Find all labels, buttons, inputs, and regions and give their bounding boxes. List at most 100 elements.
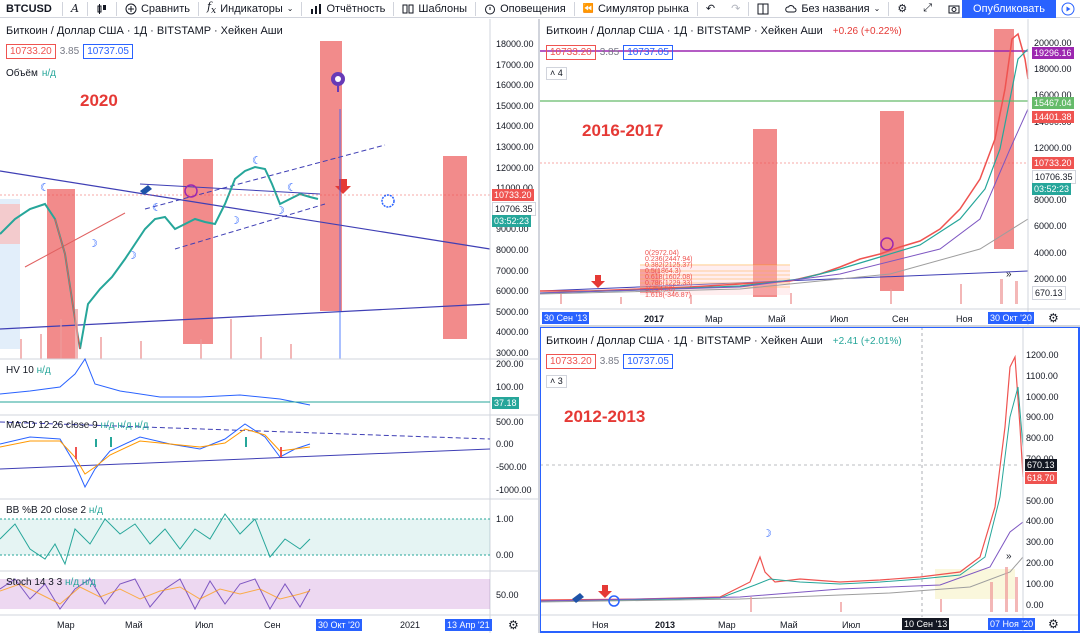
hv-value-tag: 37.18 bbox=[492, 397, 519, 409]
publish-button[interactable]: Опубликовать bbox=[962, 0, 1056, 18]
price-axis-label: 12000.00 bbox=[1034, 142, 1072, 153]
function-icon: fx bbox=[206, 0, 217, 17]
time-label: Мар bbox=[705, 314, 723, 324]
macd-axis-500: 500.00 bbox=[496, 417, 524, 427]
interval-button[interactable]: A bbox=[63, 0, 87, 18]
price-axis-label: 16000.00 bbox=[496, 80, 534, 91]
left-chart-canvas[interactable]: ☾ ☽ ☽ ☾ ☽ ☾ ☾ ☽ bbox=[0, 19, 538, 633]
down-arrow-icon bbox=[591, 275, 605, 288]
svg-text:☽: ☽ bbox=[275, 205, 285, 217]
collapse-indicators[interactable]: ˄ 4 bbox=[546, 67, 567, 80]
layout-name-button[interactable]: Без названия ⌄ bbox=[777, 0, 888, 18]
pane-divider-vertical[interactable] bbox=[538, 19, 540, 633]
price-axis-label: 100.00 bbox=[1026, 578, 1054, 589]
highlight-column bbox=[320, 41, 342, 311]
change-value: +0.26 (+0.22%) bbox=[832, 25, 902, 37]
price-axis-label: 15000.00 bbox=[496, 100, 534, 111]
bb-axis-1: 1.00 bbox=[496, 514, 514, 524]
pane-divider-horizontal[interactable] bbox=[540, 325, 1080, 327]
fib-level-label: 0.5(1864.3) bbox=[645, 268, 681, 275]
time-label: 2017 bbox=[644, 314, 665, 324]
chevron-up-icon: ˄ bbox=[550, 68, 556, 78]
gear-icon: ⚙ bbox=[1048, 311, 1059, 325]
indicators-button[interactable]: fx Индикаторы ⌄ bbox=[199, 0, 301, 18]
hv-axis-100: 100.00 bbox=[496, 382, 524, 392]
right-bottom-chart-pane[interactable]: ☽ » Биткоин / Доллар США · 1Д · BITSTAMP… bbox=[540, 327, 1080, 633]
buy-price[interactable]: 10737.05 bbox=[83, 44, 133, 59]
chart-type-button[interactable] bbox=[88, 0, 116, 18]
price-axis-label: 800.00 bbox=[1026, 433, 1054, 444]
settings-button[interactable]: ⚙ bbox=[889, 0, 915, 18]
right-top-chart-canvas[interactable]: » bbox=[540, 19, 1080, 325]
svg-text:☾: ☾ bbox=[252, 155, 262, 167]
volume-value: н/д bbox=[41, 68, 57, 79]
alarm-clock-icon bbox=[485, 4, 496, 14]
stoch-axis-50: 50.00 bbox=[496, 590, 519, 600]
undo-button[interactable]: ↶ bbox=[698, 0, 723, 18]
highlight-column bbox=[880, 111, 904, 291]
current-price-tag: 10733.20 bbox=[492, 189, 534, 201]
price-axis-label: 6000.00 bbox=[1034, 221, 1067, 232]
symbol-search[interactable]: BTCUSD bbox=[6, 2, 52, 15]
candles-icon bbox=[97, 3, 106, 14]
top-toolbar: BTCUSD A Сравнить fx Индикаторы ⌄ Отчётн… bbox=[0, 0, 1080, 18]
plus-circle-icon bbox=[125, 3, 137, 14]
time-cursor-tag: 10 Сен '13 bbox=[902, 618, 950, 630]
current-price-tag: 10733.20 bbox=[1032, 157, 1074, 169]
time-label: Май bbox=[125, 620, 143, 630]
bb-axis-0: 0.00 bbox=[496, 550, 514, 560]
right-top-chart-pane[interactable]: » Биткоин / Доллар США · 1Д · BITSTAMP ·… bbox=[540, 19, 1080, 325]
highlight-column bbox=[443, 156, 467, 339]
sell-price[interactable]: 10733.20 bbox=[546, 354, 596, 369]
left-chart-pane[interactable]: ☾ ☽ ☽ ☾ ☽ ☾ ☾ ☽ bbox=[0, 19, 538, 633]
price-axis-label: 1000.00 bbox=[1026, 391, 1059, 402]
collapse-indicators[interactable]: ˄ 3 bbox=[546, 375, 567, 388]
macd-axis-neg1000: -1000.00 bbox=[496, 485, 532, 495]
gear-icon: ⚙ bbox=[1048, 617, 1059, 631]
camera-icon bbox=[948, 5, 960, 13]
pane-settings-button[interactable]: ⚙ bbox=[1048, 617, 1059, 631]
indicators-label: Индикаторы bbox=[220, 2, 283, 15]
fib-level-label: 0.382(2125.37) bbox=[645, 262, 693, 269]
financials-button[interactable]: Отчётность bbox=[302, 0, 393, 18]
templates-label: Шаблоны bbox=[418, 2, 468, 15]
svg-text:»: » bbox=[1006, 269, 1012, 280]
alerts-label: Оповещения bbox=[500, 2, 566, 15]
right-bottom-chart-canvas[interactable]: ☽ » bbox=[540, 327, 1080, 633]
volume-label: Объём bbox=[6, 68, 38, 79]
sell-price[interactable]: 10733.20 bbox=[546, 45, 596, 60]
time-label: Мар bbox=[57, 620, 75, 630]
stoch-legend: Stoch 14 3 3 н/д н/д bbox=[6, 577, 96, 588]
price-axis-label: 11000.00 bbox=[496, 183, 533, 193]
replay-button[interactable]: ⏪ Симулятор рынка bbox=[575, 0, 697, 18]
toolbar-divider bbox=[86, 1, 88, 16]
alerts-button[interactable]: Оповещения bbox=[476, 0, 574, 18]
year-label-2012-2013: 2012-2013 bbox=[564, 407, 646, 426]
price-axis-label: 20000.00 bbox=[1034, 38, 1072, 48]
fullscreen-button[interactable]: ⤢ bbox=[915, 0, 940, 18]
chart-title: Биткоин / Доллар США · 1Д · BITSTAMP · Х… bbox=[6, 25, 283, 37]
pane-settings-button[interactable]: ⚙ bbox=[1048, 311, 1059, 325]
redo-icon: ↷ bbox=[731, 3, 741, 15]
price-axis-label: 12000.00 bbox=[496, 162, 534, 173]
ruler-icon bbox=[140, 185, 152, 195]
price-axis-label: 5000.00 bbox=[496, 306, 529, 317]
templates-button[interactable]: Шаблоны bbox=[394, 0, 475, 18]
pane-settings-button[interactable]: ⚙ bbox=[508, 618, 519, 632]
map-pin-icon bbox=[331, 72, 345, 92]
play-button[interactable] bbox=[1058, 0, 1078, 18]
buy-price[interactable]: 10737.05 bbox=[623, 354, 673, 369]
layout-button[interactable] bbox=[749, 0, 777, 18]
sell-price[interactable]: 10733.20 bbox=[6, 44, 56, 59]
fib-level-label: 0(2972.04) bbox=[645, 250, 679, 257]
fullscreen-icon: ⤢ bbox=[923, 2, 933, 14]
down-arrow-icon bbox=[598, 585, 612, 598]
price-axis-label: 8000.00 bbox=[496, 245, 529, 255]
compare-button[interactable]: Сравнить bbox=[117, 0, 198, 18]
buy-price[interactable]: 10737.05 bbox=[623, 45, 673, 60]
redo-button[interactable]: ↷ bbox=[723, 0, 748, 18]
compare-label: Сравнить bbox=[140, 2, 190, 15]
spread-value: 3.85 bbox=[599, 356, 620, 367]
snapshot-button[interactable] bbox=[940, 0, 968, 18]
spread-value: 3.85 bbox=[599, 47, 620, 58]
